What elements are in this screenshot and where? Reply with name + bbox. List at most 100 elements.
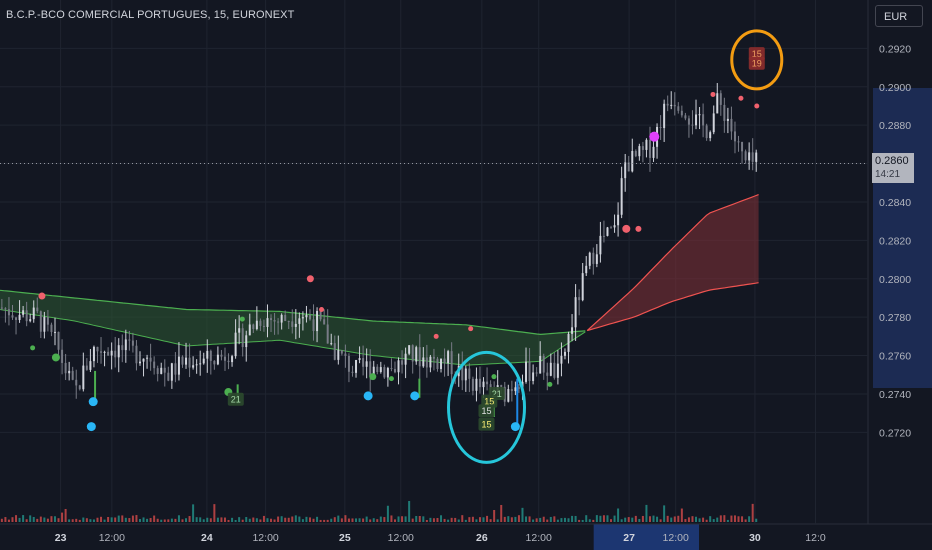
candle-body — [599, 235, 602, 255]
candle-body — [280, 314, 283, 323]
volume-bar — [680, 508, 683, 522]
candle-body — [440, 358, 443, 369]
volume-bar — [376, 519, 379, 522]
volume-bar — [709, 516, 712, 522]
count-label-box — [227, 392, 244, 406]
bar-countdown: 14:21 — [875, 169, 901, 180]
candle-body — [744, 151, 747, 161]
time-tick-label: 30 — [749, 532, 761, 544]
volume-bar — [397, 516, 400, 522]
volume-bar — [648, 516, 651, 522]
volume-bar — [291, 516, 294, 522]
candle-body — [574, 297, 577, 328]
candle-body — [110, 350, 113, 356]
volume-bar — [656, 516, 659, 522]
candle-body — [241, 328, 244, 348]
candle-body — [262, 325, 265, 327]
price-tick-label: 0.2760 — [879, 351, 911, 363]
volume-bar — [383, 517, 386, 522]
candle-body — [170, 363, 173, 381]
volume-bar — [82, 517, 85, 522]
volume-bar — [223, 517, 226, 522]
count-label-text: 15 — [752, 49, 762, 59]
candle-body — [15, 317, 18, 320]
volume-bar — [209, 518, 212, 522]
candle-body — [560, 355, 563, 364]
volume-bar — [188, 516, 191, 522]
candle-body — [103, 351, 106, 353]
candle-body — [673, 104, 676, 107]
volume-bar — [227, 519, 230, 522]
volume-bar — [673, 516, 676, 522]
volume-bar — [100, 516, 103, 522]
candle-body — [595, 254, 598, 264]
candle-body — [135, 345, 138, 364]
volume-bar — [337, 515, 340, 522]
time-tick-label: 12:00 — [99, 532, 125, 544]
candle-body — [638, 146, 641, 157]
candle-body — [358, 358, 361, 360]
volume-bar — [443, 518, 446, 522]
candle-body — [192, 365, 195, 368]
volume-bar — [11, 517, 14, 522]
candle-body — [680, 110, 683, 116]
volume-bar — [592, 519, 595, 522]
volume-bar — [652, 515, 655, 522]
volume-bar — [429, 517, 432, 522]
candle-body — [687, 118, 690, 125]
volume-bar — [29, 515, 32, 522]
candle-body — [482, 381, 485, 388]
candle-body — [337, 350, 340, 360]
candle-body — [641, 146, 644, 150]
volume-bar — [248, 518, 251, 522]
candle-body — [53, 331, 56, 333]
volume-bar — [422, 516, 425, 522]
candle-body — [50, 324, 53, 332]
volume-bar — [305, 516, 308, 522]
candle-body — [156, 368, 159, 374]
candle-body — [571, 327, 574, 334]
time-tick-label: 12:0 — [805, 532, 826, 544]
volume-bar — [206, 517, 209, 522]
candle-body — [393, 368, 396, 373]
volume-bar — [195, 517, 198, 522]
candle-body — [617, 214, 620, 226]
candle-body — [553, 362, 556, 378]
candle-body — [408, 345, 411, 354]
candle-body — [627, 162, 630, 172]
candle-body — [422, 357, 425, 367]
volume-bar — [468, 517, 471, 522]
candle-body — [216, 354, 219, 365]
candle-body — [298, 318, 301, 324]
volume-bar — [372, 518, 375, 522]
volume-bar — [75, 518, 78, 522]
volume-bar — [535, 518, 538, 522]
price-tick-label: 0.2800 — [879, 274, 911, 286]
volume-bar — [585, 515, 588, 522]
volume-bar — [744, 519, 747, 522]
volume-bar — [610, 519, 613, 522]
volume-bar — [461, 515, 464, 522]
signal-dot — [388, 376, 394, 382]
candle-body — [355, 359, 358, 373]
candle-body — [85, 365, 88, 370]
volume-bar — [266, 518, 269, 522]
candle-body — [549, 362, 552, 376]
volume-bar — [326, 519, 329, 522]
candle-body — [503, 386, 506, 402]
candle-body — [510, 389, 513, 392]
candle-body — [121, 345, 124, 351]
candle-body — [89, 361, 92, 370]
volume-bar — [4, 517, 7, 522]
volume-bar — [521, 507, 524, 522]
candle-body — [691, 124, 694, 126]
currency-button[interactable]: EUR — [875, 5, 923, 27]
volume-bar — [624, 517, 627, 522]
candle-body — [563, 351, 566, 356]
volume-bar — [323, 519, 326, 522]
candle-body — [18, 314, 21, 320]
volume-bar — [432, 518, 435, 522]
candle-body — [199, 363, 202, 365]
candle-body — [592, 252, 595, 264]
